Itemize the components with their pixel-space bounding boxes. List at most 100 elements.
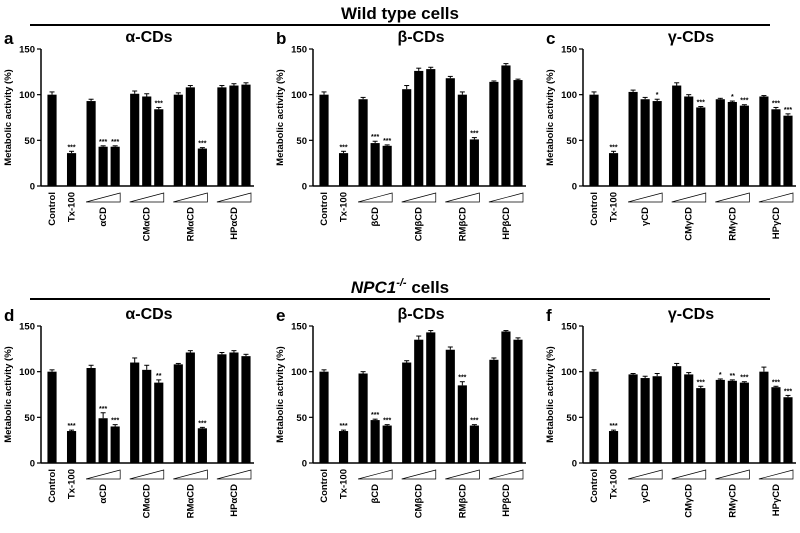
bar [66,153,77,186]
bar [696,388,706,463]
significance-label: *** [111,418,119,425]
bar [457,385,467,463]
bar [110,426,120,463]
concentration-wedge [85,469,121,480]
bar [86,368,96,463]
section-title-npc1-superscript: -/- [396,277,407,289]
significance-label: *** [740,375,748,382]
bar [727,101,737,186]
x-tick-label: RMαCD [185,484,196,518]
concentration-wedge [627,192,663,203]
panel-letter: d [4,306,14,325]
concentration-wedge [85,192,121,203]
panel-letter: c [546,29,555,48]
significance-label: *** [111,139,119,146]
bar [628,91,638,186]
significance-label: *** [339,423,347,430]
x-tick-label: Tx-100 [339,192,350,222]
y-tick-label: 0 [30,459,35,470]
significance-label: * [656,92,659,99]
bar [173,94,183,186]
significance-label: * [731,94,734,101]
y-axis-label: Metabolic activity (%) [3,69,14,166]
significance-label: *** [772,379,780,386]
bar [771,387,781,463]
bar [414,70,424,186]
bar [382,145,392,186]
y-tick-label: 50 [24,136,35,147]
significance-label: ** [730,373,736,380]
x-tick-label: Tx-100 [67,192,78,222]
x-tick-label: Tx-100 [609,192,620,222]
y-tick-label: 50 [296,136,307,147]
bar [217,87,227,186]
x-tick-label: RMβCD [457,207,468,241]
bar [142,369,152,463]
panel-title: α-CDs [125,29,172,46]
bar [640,99,650,186]
bar [628,374,638,463]
y-tick-label: 100 [291,90,307,101]
bar [759,96,769,186]
bar [358,99,368,186]
y-tick-label: 0 [302,459,307,470]
x-tick-label: HPβCD [501,484,512,517]
bar [771,109,781,186]
significance-label: *** [99,406,107,413]
bar [319,94,329,186]
y-tick-label: 0 [302,182,307,193]
significance-label: ** [156,373,162,380]
bar [589,94,599,186]
bar [229,85,239,186]
y-tick-label: 150 [19,322,35,333]
y-tick-label: 50 [566,136,577,147]
bar [185,87,195,186]
x-tick-label: RMγCD [727,207,738,241]
bar [696,107,706,186]
bar [783,115,793,186]
concentration-wedge [173,469,208,480]
x-tick-label: RMγCD [727,484,738,518]
bar [469,139,479,186]
bar [759,371,769,463]
x-tick-label: CMβCD [414,484,425,518]
bar [445,78,455,186]
bar [489,81,499,186]
x-tick-label: αCD [98,207,109,227]
y-tick-label: 0 [572,459,577,470]
bar [66,431,77,463]
bar [489,359,499,463]
bar [130,93,140,186]
bar [727,380,737,463]
bar [715,99,725,186]
concentration-wedge [445,192,480,203]
concentration-wedge [129,192,165,203]
panel-letter: e [276,306,285,325]
bar [684,374,694,463]
panel-title: γ-CDs [668,306,714,323]
significance-label: *** [470,418,478,425]
bar [589,371,599,463]
bar [672,85,682,186]
y-axis-label: Metabolic activity (%) [275,69,286,166]
y-axis-label: Metabolic activity (%) [3,346,14,443]
bar [426,332,436,463]
bar [652,376,662,463]
significance-label: *** [67,144,75,151]
panel-title: β-CDs [397,29,444,46]
bar [445,349,455,463]
bar [110,146,120,186]
significance-label: *** [772,100,780,107]
bar [608,431,619,463]
bar [402,89,412,186]
bar [173,364,183,463]
concentration-wedge [715,192,750,203]
concentration-wedge [715,469,750,480]
bar [715,379,725,463]
bar [739,105,749,186]
significance-label: *** [470,131,478,138]
bar [358,373,368,463]
concentration-wedge [671,469,707,480]
x-tick-label: HPγCD [771,484,782,516]
chart-panel-e: e β-CDs Metabolic activity (%) 0 50 100 150 Con… [275,306,526,518]
